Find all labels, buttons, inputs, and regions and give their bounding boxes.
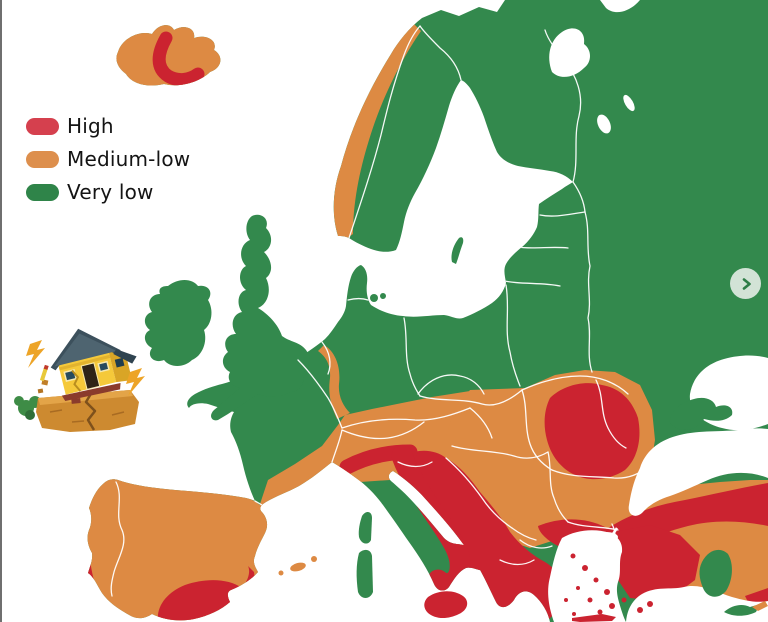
region-group-high-risk	[87, 31, 768, 622]
zone-romania-vrancea	[544, 383, 640, 480]
zone-rhine-valley	[318, 345, 350, 419]
region-great-britain	[211, 214, 310, 421]
cliff	[36, 379, 139, 432]
next-button[interactable]	[730, 268, 761, 299]
island-gotland	[451, 237, 464, 264]
country-borders	[110, 25, 649, 597]
earthquake-house-illustration	[14, 328, 145, 432]
region-ne-turkey-patch	[699, 549, 732, 597]
legend-swatch-very-low	[26, 183, 59, 201]
sea-white-sea	[549, 28, 590, 77]
island-overlays	[278, 397, 768, 622]
window-edge-bar	[0, 0, 2, 622]
black-sea	[628, 428, 768, 516]
zone-ne-italy-slovenia	[399, 450, 563, 622]
legend-label-medium-low: Medium-low	[67, 147, 191, 171]
zone-iceland-belt	[152, 31, 205, 87]
island-sicily	[424, 591, 468, 619]
island-zealand	[370, 294, 378, 302]
legend: High Medium-low Very low	[26, 114, 190, 204]
aegean-islands	[564, 553, 653, 616]
tilted-house	[50, 328, 137, 404]
lake-ladoga	[597, 114, 611, 134]
legend-item-medium-low: Medium-low	[26, 147, 190, 171]
legend-swatch-high	[26, 117, 59, 135]
region-crimea	[669, 397, 733, 430]
aegean-sea	[548, 530, 626, 622]
island-sardinia	[356, 549, 373, 598]
zone-west-turkey	[612, 525, 700, 600]
region-ireland	[144, 280, 212, 366]
island-ibiza	[278, 570, 284, 576]
lake-onega	[623, 94, 635, 112]
legend-label-very-low: Very low	[67, 180, 154, 204]
island-funen	[380, 293, 386, 299]
lightning-bolt-icon	[26, 340, 45, 368]
island-cyprus-green	[724, 604, 760, 616]
island-corsica	[358, 512, 372, 544]
legend-label-high: High	[67, 114, 114, 138]
zone-norway-coast	[333, 24, 421, 239]
legend-swatch-medium-low	[26, 150, 59, 168]
island-crete	[572, 614, 616, 622]
legend-item-very-low: Very low	[26, 180, 190, 204]
chevron-right-icon	[742, 277, 751, 290]
island-menorca	[311, 556, 317, 562]
legend-item-high: High	[26, 114, 190, 138]
sea-chyosha-notch	[600, 0, 640, 13]
island-mallorca	[290, 562, 306, 572]
island-cyprus-orange	[752, 601, 768, 611]
falling-post	[39, 364, 49, 382]
lightning-bolt-icon	[126, 368, 145, 396]
bush-icon	[14, 396, 41, 420]
